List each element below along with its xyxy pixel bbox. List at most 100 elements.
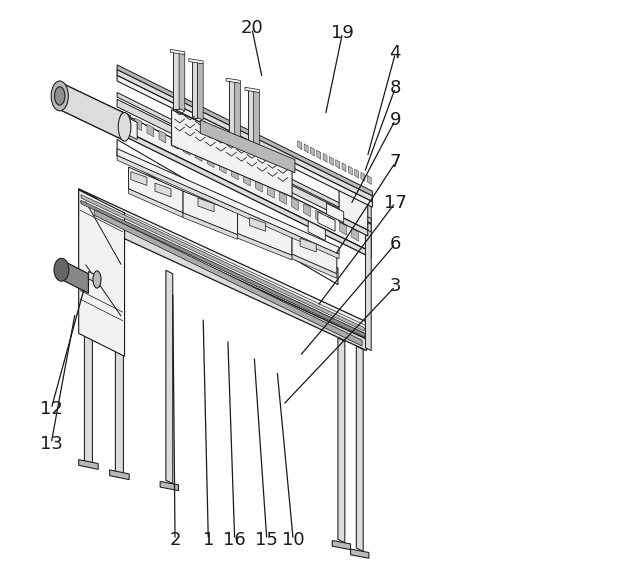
Polygon shape [342,163,346,172]
Polygon shape [311,147,314,156]
Polygon shape [117,127,371,258]
Text: 13: 13 [40,435,62,453]
Polygon shape [292,235,337,274]
Polygon shape [88,271,97,283]
Polygon shape [171,110,292,197]
Polygon shape [226,78,241,83]
Text: 16: 16 [223,531,246,549]
Polygon shape [84,328,123,349]
Polygon shape [317,150,321,159]
Polygon shape [84,194,93,465]
Polygon shape [117,99,371,232]
Polygon shape [336,160,340,169]
Polygon shape [166,270,173,484]
Polygon shape [123,112,130,125]
Polygon shape [255,179,262,192]
Polygon shape [189,59,203,64]
Polygon shape [367,175,371,185]
Text: 2: 2 [169,531,181,549]
Polygon shape [79,189,97,218]
Polygon shape [332,540,350,550]
Polygon shape [192,62,197,118]
Polygon shape [117,93,371,223]
Polygon shape [84,193,123,214]
Polygon shape [326,203,344,223]
Polygon shape [316,210,323,223]
Polygon shape [292,198,299,210]
Polygon shape [81,194,364,331]
Polygon shape [117,75,372,207]
Polygon shape [171,136,178,149]
Polygon shape [238,233,292,260]
Polygon shape [79,190,125,356]
Polygon shape [308,221,325,240]
Polygon shape [135,118,142,131]
Polygon shape [94,209,362,346]
Polygon shape [219,161,226,174]
Text: 3: 3 [389,277,401,296]
Polygon shape [117,70,372,201]
Text: 4: 4 [389,44,401,63]
Polygon shape [117,65,372,196]
Polygon shape [231,167,238,180]
Polygon shape [197,62,203,120]
Polygon shape [339,216,368,236]
Polygon shape [243,173,250,186]
Polygon shape [129,189,183,217]
Polygon shape [329,156,333,166]
Polygon shape [79,206,367,351]
Polygon shape [147,124,154,137]
Polygon shape [195,149,202,162]
Text: 9: 9 [389,111,401,129]
Polygon shape [361,172,365,181]
Text: 19: 19 [331,24,354,42]
Polygon shape [183,213,238,239]
Polygon shape [229,81,235,137]
Polygon shape [200,120,295,172]
Polygon shape [173,52,179,109]
Text: 1: 1 [203,531,214,549]
Polygon shape [117,149,339,254]
Polygon shape [155,183,171,197]
Polygon shape [159,131,166,143]
Polygon shape [328,216,335,229]
Polygon shape [81,200,364,337]
Polygon shape [79,189,367,339]
Polygon shape [339,184,368,230]
Polygon shape [179,52,185,111]
Polygon shape [238,213,292,255]
Polygon shape [183,191,238,235]
Polygon shape [60,82,125,141]
Polygon shape [207,155,214,167]
Polygon shape [248,90,254,147]
Polygon shape [323,154,327,163]
Polygon shape [300,238,316,252]
Polygon shape [117,110,130,134]
Text: 17: 17 [384,194,407,212]
Polygon shape [235,81,241,140]
Polygon shape [355,169,358,178]
Polygon shape [160,481,178,490]
Polygon shape [292,254,337,278]
Polygon shape [254,90,260,149]
Polygon shape [121,114,137,140]
Polygon shape [115,208,123,476]
Polygon shape [352,229,358,241]
Polygon shape [267,186,274,198]
Polygon shape [117,111,371,252]
Polygon shape [79,459,98,469]
Polygon shape [280,192,286,204]
Polygon shape [249,217,266,231]
Polygon shape [340,223,347,235]
Text: 8: 8 [389,79,401,97]
Polygon shape [110,470,129,480]
Text: 7: 7 [389,154,401,171]
Polygon shape [357,346,363,551]
Ellipse shape [54,258,69,281]
Ellipse shape [51,81,68,111]
Text: 15: 15 [255,531,278,549]
Text: 12: 12 [40,400,62,418]
Ellipse shape [118,113,131,141]
Polygon shape [198,198,214,212]
Polygon shape [304,204,311,217]
